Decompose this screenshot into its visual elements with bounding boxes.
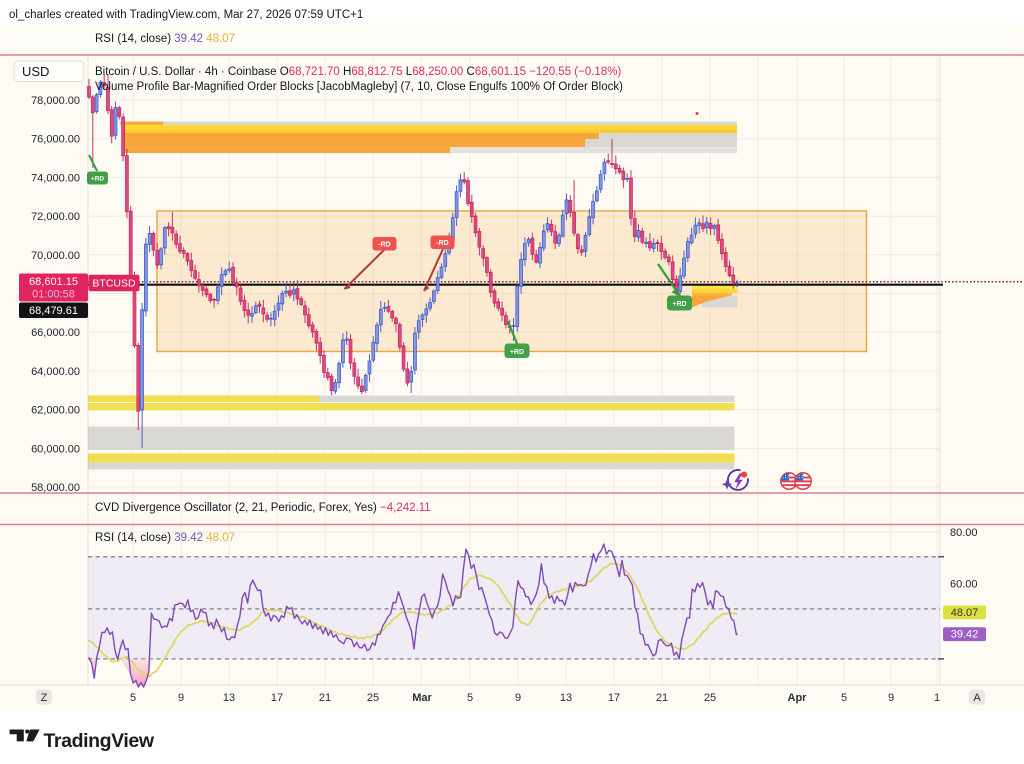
svg-text:60.00: 60.00 <box>950 579 978 591</box>
svg-text:62,000.00: 62,000.00 <box>31 405 80 417</box>
svg-text:17: 17 <box>608 692 620 704</box>
svg-text:Volume Profile Bar-Magnified O: Volume Profile Bar-Magnified Order Block… <box>95 81 623 93</box>
svg-text:5: 5 <box>841 692 847 704</box>
svg-text:21: 21 <box>656 692 668 704</box>
svg-text:39.42: 39.42 <box>951 629 979 641</box>
svg-text:CVD Divergence Oscillator (2,: CVD Divergence Oscillator (2, 21, Period… <box>95 502 431 514</box>
svg-text:+RD: +RD <box>91 176 104 183</box>
svg-text:76,000.00: 76,000.00 <box>31 134 80 146</box>
svg-text:+RD: +RD <box>672 301 686 308</box>
svg-text:9: 9 <box>178 692 184 704</box>
svg-text:17: 17 <box>271 692 283 704</box>
svg-text:68,479.61: 68,479.61 <box>29 305 78 317</box>
svg-text:5: 5 <box>130 692 136 704</box>
svg-text:64,000.00: 64,000.00 <box>31 366 80 378</box>
svg-text:60,000.00: 60,000.00 <box>31 443 80 455</box>
svg-text:+RD: +RD <box>510 349 524 356</box>
svg-text:80.00: 80.00 <box>950 527 978 539</box>
svg-text:68,601.15: 68,601.15 <box>29 276 78 288</box>
svg-text:66,000.00: 66,000.00 <box>31 327 80 339</box>
svg-text:BTCUSD: BTCUSD <box>92 278 136 290</box>
svg-text:5: 5 <box>467 692 473 704</box>
svg-text:25: 25 <box>367 692 379 704</box>
svg-text:25: 25 <box>704 692 716 704</box>
svg-text:58,000.00: 58,000.00 <box>31 482 80 494</box>
svg-text:70,000.00: 70,000.00 <box>31 250 80 262</box>
svg-text:48.07: 48.07 <box>951 607 979 619</box>
svg-text:21: 21 <box>319 692 331 704</box>
svg-text:13: 13 <box>223 692 235 704</box>
svg-text:-RD: -RD <box>378 242 390 249</box>
svg-text:9: 9 <box>515 692 521 704</box>
svg-text:1: 1 <box>934 692 940 704</box>
svg-text:9: 9 <box>888 692 894 704</box>
svg-text:A: A <box>973 692 981 704</box>
svg-text:72,000.00: 72,000.00 <box>31 211 80 223</box>
svg-text:01:00:58: 01:00:58 <box>32 289 75 301</box>
svg-text:Bitcoin / U.S. Dollar · 4h · C: Bitcoin / U.S. Dollar · 4h · Coinbase O6… <box>95 66 621 78</box>
svg-text:RSI (14, close) 39.42 48.07: RSI (14, close) 39.42 48.07 <box>95 33 235 45</box>
svg-text:ol_charles created with Tradin: ol_charles created with TradingView.com,… <box>9 9 363 21</box>
svg-text:RSI (14, close) 39.42 48.07: RSI (14, close) 39.42 48.07 <box>95 532 235 544</box>
svg-text:Mar: Mar <box>412 692 432 704</box>
svg-text:74,000.00: 74,000.00 <box>31 172 80 184</box>
svg-text:Apr: Apr <box>788 692 808 704</box>
svg-text:TradingView: TradingView <box>44 730 155 752</box>
svg-text:13: 13 <box>560 692 572 704</box>
svg-text:USD: USD <box>22 64 49 79</box>
svg-text:-RD: -RD <box>436 240 448 247</box>
svg-text:78,000.00: 78,000.00 <box>31 95 80 107</box>
svg-text:Z: Z <box>41 692 48 704</box>
